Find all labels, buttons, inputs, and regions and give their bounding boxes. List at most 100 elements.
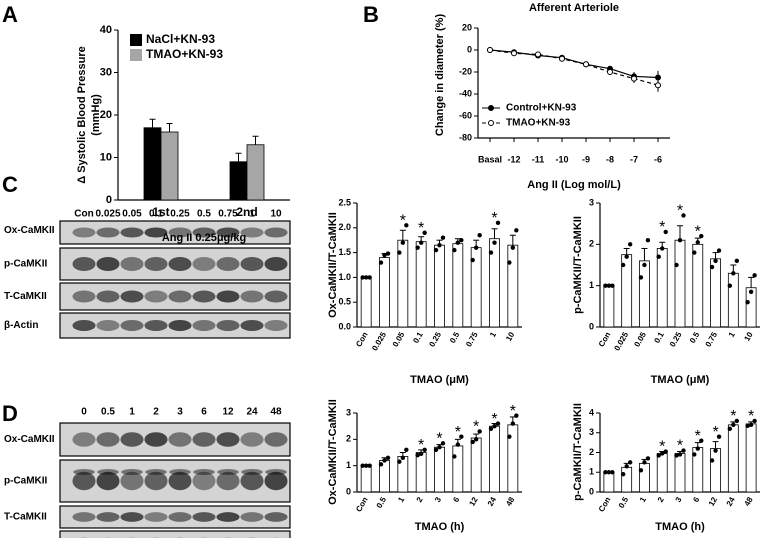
data-point bbox=[620, 472, 626, 477]
data-point bbox=[367, 275, 372, 280]
bar bbox=[470, 437, 482, 493]
y-tick-label: 2 bbox=[589, 447, 594, 457]
lane-label: 12 bbox=[222, 407, 234, 418]
data-point bbox=[716, 434, 722, 439]
y-tick-label: 40 bbox=[100, 24, 112, 36]
lane-label: 0.75 bbox=[218, 209, 238, 220]
x-tick-label: 2nd bbox=[236, 205, 257, 219]
data-point bbox=[677, 452, 683, 457]
data-point bbox=[727, 426, 733, 431]
x-tick-label: -10 bbox=[555, 154, 568, 164]
lane-label: Con bbox=[74, 209, 93, 220]
significance-mark: * bbox=[677, 203, 683, 220]
blot-band bbox=[216, 432, 240, 447]
x-tick-label: 0.75 bbox=[704, 330, 720, 348]
series-line bbox=[489, 49, 659, 86]
bar bbox=[434, 446, 445, 493]
blot-band bbox=[264, 512, 288, 522]
legend-marker bbox=[488, 120, 494, 126]
blot-band bbox=[216, 256, 240, 272]
x-tick-label: 0.75 bbox=[464, 330, 480, 348]
x-axis-label: TMAO (μM) bbox=[651, 374, 710, 386]
y-tick-label: 2 bbox=[346, 434, 351, 444]
blot-row-label: Ox-CaMKII bbox=[4, 434, 55, 445]
blot-band bbox=[265, 469, 287, 475]
data-point bbox=[360, 463, 365, 468]
blot-band bbox=[72, 290, 96, 303]
blot-band bbox=[121, 469, 143, 475]
x-axis-label: TMAO (h) bbox=[655, 521, 705, 533]
bar bbox=[745, 423, 757, 493]
data-point bbox=[748, 289, 754, 295]
data-point bbox=[709, 264, 715, 270]
blot-band bbox=[96, 432, 120, 447]
y-tick-label: 30 bbox=[100, 66, 112, 78]
blot-band bbox=[240, 512, 264, 522]
data-point bbox=[437, 445, 442, 450]
legend-swatch bbox=[130, 34, 142, 46]
bar bbox=[379, 257, 390, 328]
bar bbox=[452, 445, 464, 493]
data-point bbox=[583, 61, 589, 68]
blot-band bbox=[120, 227, 144, 238]
data-point bbox=[638, 275, 644, 280]
blot-band bbox=[192, 320, 216, 331]
blot-band bbox=[96, 227, 120, 238]
y-tick-label: -20 bbox=[459, 66, 472, 76]
data-point bbox=[727, 283, 733, 288]
data-point bbox=[645, 456, 651, 461]
x-tick-label: 10 bbox=[504, 330, 517, 343]
significance-mark: * bbox=[436, 431, 442, 448]
bar bbox=[692, 243, 704, 328]
blot-band bbox=[192, 227, 216, 238]
y-tick-label: -40 bbox=[459, 88, 472, 98]
blot-row-label: T-CaMKII bbox=[4, 291, 47, 302]
panel-letter: C bbox=[2, 172, 18, 197]
blot-band bbox=[240, 227, 264, 238]
blot-band bbox=[144, 320, 168, 331]
data-point bbox=[752, 418, 757, 424]
x-tick-label: Con bbox=[597, 495, 613, 513]
lane-label: 0.025 bbox=[95, 209, 120, 220]
bar bbox=[727, 272, 739, 328]
blot-band bbox=[120, 512, 144, 522]
data-point bbox=[606, 470, 612, 475]
blot-band bbox=[144, 256, 168, 272]
x-tick-label: 0.05 bbox=[632, 330, 648, 348]
x-tick-label: 0.5 bbox=[617, 495, 631, 510]
y-tick-label: 20 bbox=[462, 22, 472, 32]
lane-label: 1 bbox=[249, 209, 255, 220]
data-point bbox=[514, 228, 519, 233]
legend-label: TMAO+KN-93 bbox=[146, 47, 223, 61]
data-point bbox=[400, 455, 406, 460]
data-point bbox=[514, 413, 519, 418]
lane-label: 0.5 bbox=[197, 209, 211, 220]
x-tick-label: 24 bbox=[486, 495, 499, 508]
y-tick-label: 1 bbox=[589, 280, 594, 290]
x-tick-label: Con bbox=[354, 495, 370, 513]
data-point bbox=[363, 463, 369, 468]
blot-band bbox=[120, 320, 144, 331]
x-tick-label: 2 bbox=[415, 495, 425, 504]
blot-band bbox=[96, 512, 120, 522]
y-tick-label: 10 bbox=[100, 151, 112, 163]
data-point bbox=[404, 223, 409, 228]
significance-mark: * bbox=[677, 438, 683, 455]
blot-band bbox=[240, 290, 264, 303]
blot-band bbox=[168, 290, 192, 303]
blot-band bbox=[145, 469, 167, 475]
y-tick-label: 3 bbox=[346, 407, 351, 417]
data-point bbox=[681, 213, 686, 218]
blot-band bbox=[72, 432, 96, 447]
x-tick-label: 1 bbox=[727, 330, 737, 339]
y-tick-label: 3 bbox=[589, 427, 594, 437]
blot-band bbox=[192, 290, 216, 303]
blot-band bbox=[240, 471, 264, 491]
x-tick-label: -6 bbox=[654, 154, 662, 164]
data-point bbox=[437, 242, 442, 248]
bar bbox=[452, 243, 464, 328]
significance-mark: * bbox=[695, 223, 701, 240]
blot-band bbox=[168, 227, 192, 238]
y-tick-label: 1.5 bbox=[338, 247, 351, 257]
data-point bbox=[748, 422, 754, 428]
